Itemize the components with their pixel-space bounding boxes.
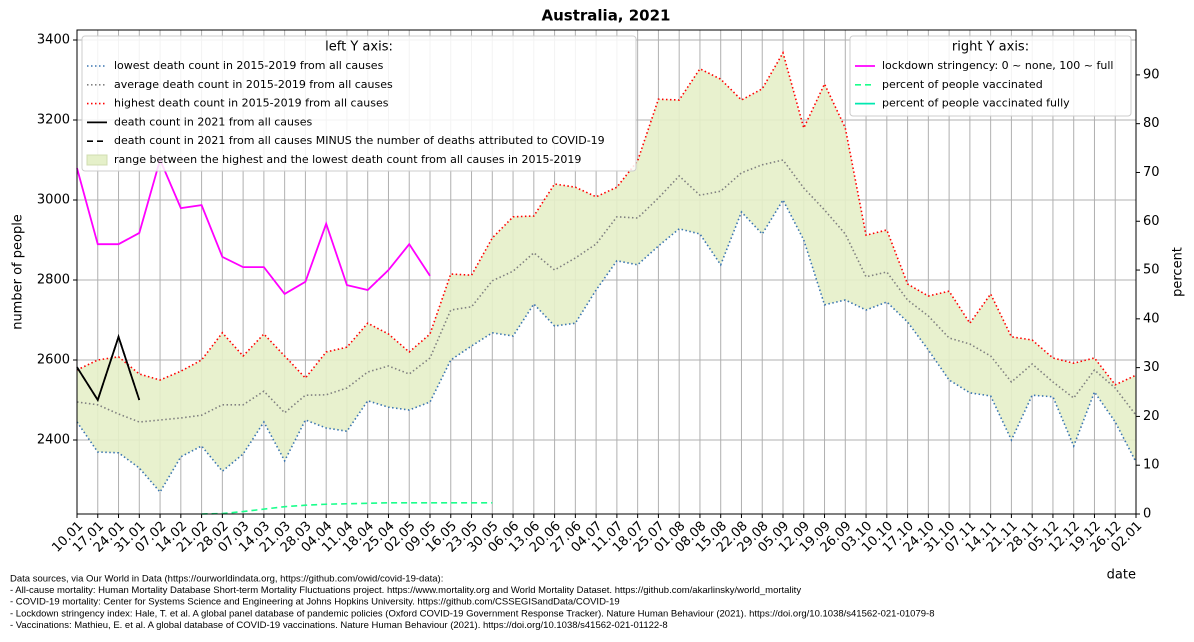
legend-title: left Y axis:	[325, 40, 393, 55]
legend-label: percent of people vaccinated fully	[882, 97, 1070, 110]
y2-tick-label: 80	[1143, 116, 1160, 131]
legend-label: average death count in 2015-2019 from al…	[114, 78, 393, 91]
x-axis-label: date	[1107, 568, 1136, 583]
series-line	[201, 501, 493, 515]
plot-frame	[76, 29, 1137, 515]
legend-swatch	[86, 154, 108, 166]
legend-box	[81, 35, 637, 172]
legend-label: lockdown stringency: 0 ~ none, 100 ~ ful…	[882, 59, 1113, 72]
y-tick-label: 2600	[37, 353, 70, 368]
footnote: Data sources, via Our World in Data (htt…	[10, 574, 443, 585]
y2-tick-label: 60	[1143, 214, 1160, 229]
y-tick-label: 3200	[37, 113, 70, 128]
series-line	[76, 334, 141, 402]
footnote: - Lockdown stringency index: Hale, T. et…	[10, 608, 934, 619]
y2-tick-label: 20	[1143, 409, 1160, 424]
legend-title: right Y axis:	[952, 40, 1029, 55]
legend-label: range between the highest and the lowest…	[114, 153, 581, 166]
series-line	[76, 159, 1137, 423]
legend-box	[849, 35, 1132, 117]
series-line	[76, 157, 431, 296]
legend-label: death count in 2021 from all causes	[114, 115, 313, 128]
series-line	[76, 50, 1137, 386]
y-tick-label: 2800	[37, 273, 70, 288]
y2-tick-label: 30	[1143, 360, 1160, 375]
y-tick-label: 3400	[37, 33, 70, 48]
y2-tick-label: 40	[1143, 311, 1160, 326]
legend-label: death count in 2021 from all causes MINU…	[114, 134, 605, 147]
legend-label: percent of people vaccinated	[882, 78, 1043, 91]
y2-tick-label: 70	[1143, 165, 1160, 180]
y2-tick-label: 50	[1143, 263, 1160, 278]
footnote: - COVID-19 mortality: Center for Systems…	[10, 597, 620, 608]
legend-label: lowest death count in 2015-2019 from all…	[114, 59, 384, 72]
y2-tick-label: 90	[1143, 67, 1160, 82]
footnote: - All-cause mortality: Human Mortality D…	[10, 585, 801, 596]
y2-tick-label: 10	[1143, 458, 1160, 473]
chart-title: Australia, 2021	[542, 7, 671, 25]
y2-axis-label: percent	[1171, 247, 1186, 297]
y2-tick-label: 0	[1143, 507, 1151, 522]
y-axis-label: number of people	[11, 214, 26, 330]
range-area	[77, 52, 1136, 493]
y-tick-label: 3000	[37, 193, 70, 208]
y-tick-label: 2400	[37, 433, 70, 448]
footnote: - Vaccinations: Mathieu, E. et al. A glo…	[10, 620, 668, 631]
legend-label: highest death count in 2015-2019 from al…	[114, 97, 389, 110]
